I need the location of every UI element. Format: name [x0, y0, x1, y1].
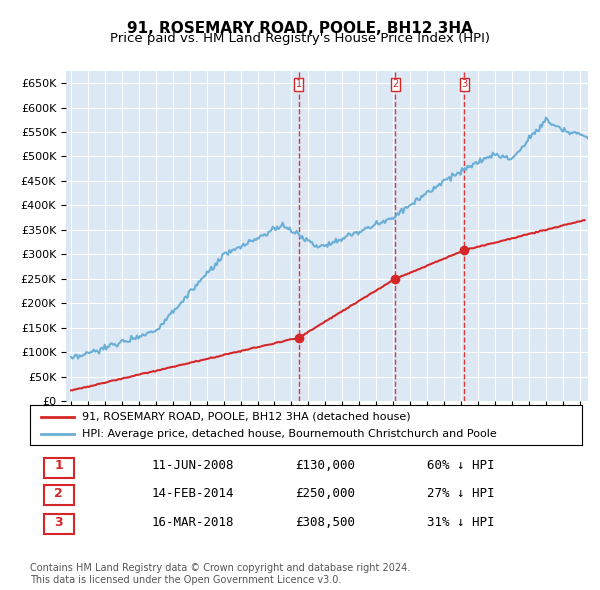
Text: 3: 3 [461, 79, 467, 89]
Text: 1: 1 [55, 459, 63, 472]
Text: 3: 3 [55, 516, 63, 529]
Text: HPI: Average price, detached house, Bournemouth Christchurch and Poole: HPI: Average price, detached house, Bour… [82, 429, 497, 439]
Text: £130,000: £130,000 [295, 459, 355, 472]
Text: 16-MAR-2018: 16-MAR-2018 [151, 516, 234, 529]
Text: 2: 2 [392, 79, 398, 89]
Text: 31% ↓ HPI: 31% ↓ HPI [427, 516, 495, 529]
Text: £308,500: £308,500 [295, 516, 355, 529]
Text: 60% ↓ HPI: 60% ↓ HPI [427, 459, 495, 472]
Text: 1: 1 [296, 79, 302, 89]
Text: Contains HM Land Registry data © Crown copyright and database right 2024.
This d: Contains HM Land Registry data © Crown c… [30, 563, 410, 585]
Text: 2: 2 [55, 487, 63, 500]
Text: 14-FEB-2014: 14-FEB-2014 [151, 487, 234, 500]
Text: Price paid vs. HM Land Registry's House Price Index (HPI): Price paid vs. HM Land Registry's House … [110, 32, 490, 45]
FancyBboxPatch shape [44, 514, 74, 535]
FancyBboxPatch shape [44, 458, 74, 478]
Text: 91, ROSEMARY ROAD, POOLE, BH12 3HA (detached house): 91, ROSEMARY ROAD, POOLE, BH12 3HA (deta… [82, 412, 411, 422]
FancyBboxPatch shape [44, 485, 74, 505]
Text: £250,000: £250,000 [295, 487, 355, 500]
Text: 11-JUN-2008: 11-JUN-2008 [151, 459, 234, 472]
Text: 27% ↓ HPI: 27% ↓ HPI [427, 487, 495, 500]
Text: 91, ROSEMARY ROAD, POOLE, BH12 3HA: 91, ROSEMARY ROAD, POOLE, BH12 3HA [127, 21, 473, 35]
